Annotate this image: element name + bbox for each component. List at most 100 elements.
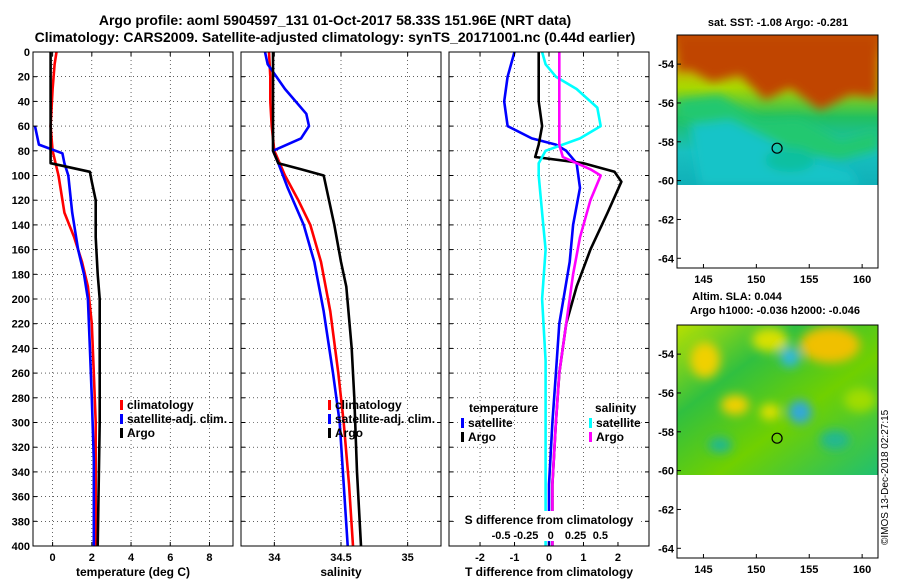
difference-x-tick-label: -1 (510, 552, 520, 564)
depth-tick-label: 40 (18, 96, 30, 108)
sla_map-lat-tick-label: -62 (658, 504, 674, 516)
sla_map-lat-tick-label: -64 (658, 543, 675, 555)
sla_map-lat-tick-label: -60 (658, 466, 674, 478)
difference-series-temperature-satellite (502, 51, 582, 546)
depth-tick-label: 120 (12, 195, 30, 207)
depth-tick-label: 380 (12, 516, 30, 528)
difference-s-tick-label: -0.25 (513, 530, 538, 542)
depth-tick-label: 60 (18, 121, 30, 133)
legend-entry-argo: Argo (335, 426, 363, 440)
depth-tick-label: 220 (12, 319, 30, 331)
salinity-series-argo (271, 52, 363, 547)
depth-tick-label: 360 (12, 492, 30, 504)
depth-tick-label: 160 (12, 245, 30, 257)
sst_map-lat-tick-label: -64 (658, 253, 675, 265)
sst_map-lat-tick-label: -60 (658, 176, 674, 188)
salinity-series-climatology (267, 51, 355, 547)
temperature-series-argo (49, 52, 101, 547)
temperature-x-tick-label: 4 (128, 552, 135, 564)
sla_map-lat-tick-label: -58 (658, 427, 674, 439)
temperature-series-climatology (49, 51, 97, 546)
sst-field (677, 35, 878, 185)
difference-series-temperature-argo (533, 52, 623, 546)
sst-map-frame (676, 34, 879, 269)
depth-tick-label: 260 (12, 368, 30, 380)
legend-entry-temperature-satellite: satellite (468, 416, 513, 430)
salinity-x-tick-label: 35 (402, 552, 414, 564)
legend-heading-salinity: salinity (595, 401, 637, 415)
salinity-panel: 34 34.5 35 salinity climatologysatellite-adj… (240, 51, 442, 579)
sla-argo-location-marker (771, 432, 783, 444)
depth-tick-label: 340 (12, 467, 30, 479)
temperature-series-satellite-adj-clim- (33, 125, 96, 546)
sla_map-lon-tick-label: 145 (694, 564, 712, 576)
difference-panel: -2 -1 0 1 2T difference from climatology temp… (448, 51, 650, 579)
sst_map-lon-tick-label: 145 (694, 274, 712, 286)
sla-map-subtitle: Argo h1000: -0.036 h2000: -0.046 (690, 305, 860, 317)
difference-s-tick-label: -0.5 (492, 530, 511, 542)
sst_map-lon-tick-label: 150 (747, 274, 765, 286)
legend-entry-climatology: climatology (127, 398, 194, 412)
depth-tick-label: 80 (18, 146, 30, 158)
depth-tick-label: 400 (12, 541, 30, 553)
difference-series-salinity-argo (551, 52, 603, 546)
temperature-x-tick-label: 0 (50, 552, 56, 564)
sst_map-lat-tick-label: -62 (658, 214, 674, 226)
salinity-x-tick-label: 34.5 (330, 552, 351, 564)
sst-map-title: sat. SST: -1.08 Argo: -0.281 (708, 17, 848, 29)
depth-tick-label: 20 (18, 72, 30, 84)
temperature-x-axis-label: temperature (deg C) (76, 565, 190, 579)
sst_map-lon-tick-label: 155 (800, 274, 818, 286)
legend-entry-satellite-adj-clim-: satellite-adj. clim. (127, 412, 227, 426)
salinity-x-axis-label: salinity (320, 565, 362, 579)
temperature-x-tick-label: 2 (89, 552, 95, 564)
temperature-x-tick-label: 8 (206, 552, 212, 564)
legend-entry-argo: Argo (127, 426, 155, 440)
depth-tick-label: 320 (12, 442, 30, 454)
difference-legend: temperaturesatelliteArgosalinitysatellit… (461, 401, 641, 444)
temperature-grid (33, 51, 233, 547)
figure-title-line2: Climatology: CARS2009. Satellite-adjuste… (34, 29, 636, 45)
salinity-x-tick-label: 34 (268, 552, 281, 564)
sla_map-lon-tick-label: 155 (800, 564, 818, 576)
salinity-series-satellite-adj-clim- (263, 51, 349, 547)
depth-tick-label: 0 (24, 47, 30, 59)
legend-entry-salinity-argo: Argo (596, 430, 624, 444)
difference-s-tick-label: 0.25 (565, 530, 586, 542)
depth-tick-label: 280 (12, 393, 30, 405)
sla_map-lon-tick-label: 160 (853, 564, 871, 576)
sla_map-lon-tick-label: 150 (747, 564, 765, 576)
sla_map-lat-tick-label: -56 (658, 388, 674, 400)
difference-x-tick-label: 2 (615, 552, 621, 564)
difference-series-salinity-satellite (537, 51, 603, 546)
imos-credit: ©IMOS 13-Dec-2018 02:27:15 (880, 409, 891, 545)
difference-s-tick-label: 0.5 (593, 530, 608, 542)
legend-entry-temperature-argo: Argo (468, 430, 496, 444)
difference-x-tick-label: -2 (475, 552, 485, 564)
depth-tick-label: 240 (12, 343, 30, 355)
depth-tick-label: 180 (12, 269, 30, 281)
depth-tick-label: 140 (12, 220, 30, 232)
legend-entry-salinity-satellite: satellite (596, 416, 641, 430)
difference-x-tick-label: 1 (580, 552, 586, 564)
sst-argo-location-marker (771, 142, 783, 154)
sst_map-lat-tick-label: -58 (658, 137, 674, 149)
temperature-x-tick-label: 6 (167, 552, 173, 564)
temperature-panel: 0204060801001201401601802002202402602803… (12, 47, 234, 579)
sla-map-frame (676, 324, 879, 559)
legend-entry-satellite-adj-clim-: satellite-adj. clim. (335, 412, 435, 426)
depth-tick-label: 300 (12, 418, 30, 430)
depth-tick-label: 200 (12, 294, 30, 306)
sst_map-lat-tick-label: -54 (658, 59, 675, 71)
depth-tick-label: 100 (12, 171, 30, 183)
legend-entry-climatology: climatology (335, 398, 402, 412)
difference-s-tick-label: 0 (548, 530, 554, 542)
sst_map-lat-tick-label: -56 (658, 98, 674, 110)
difference-x-tick-label: 0 (546, 552, 552, 564)
legend-heading-temperature: temperature (469, 401, 539, 415)
sla-field (677, 325, 878, 475)
figure-title-line1: Argo profile: aoml 5904597_131 01-Oct-20… (98, 12, 572, 28)
